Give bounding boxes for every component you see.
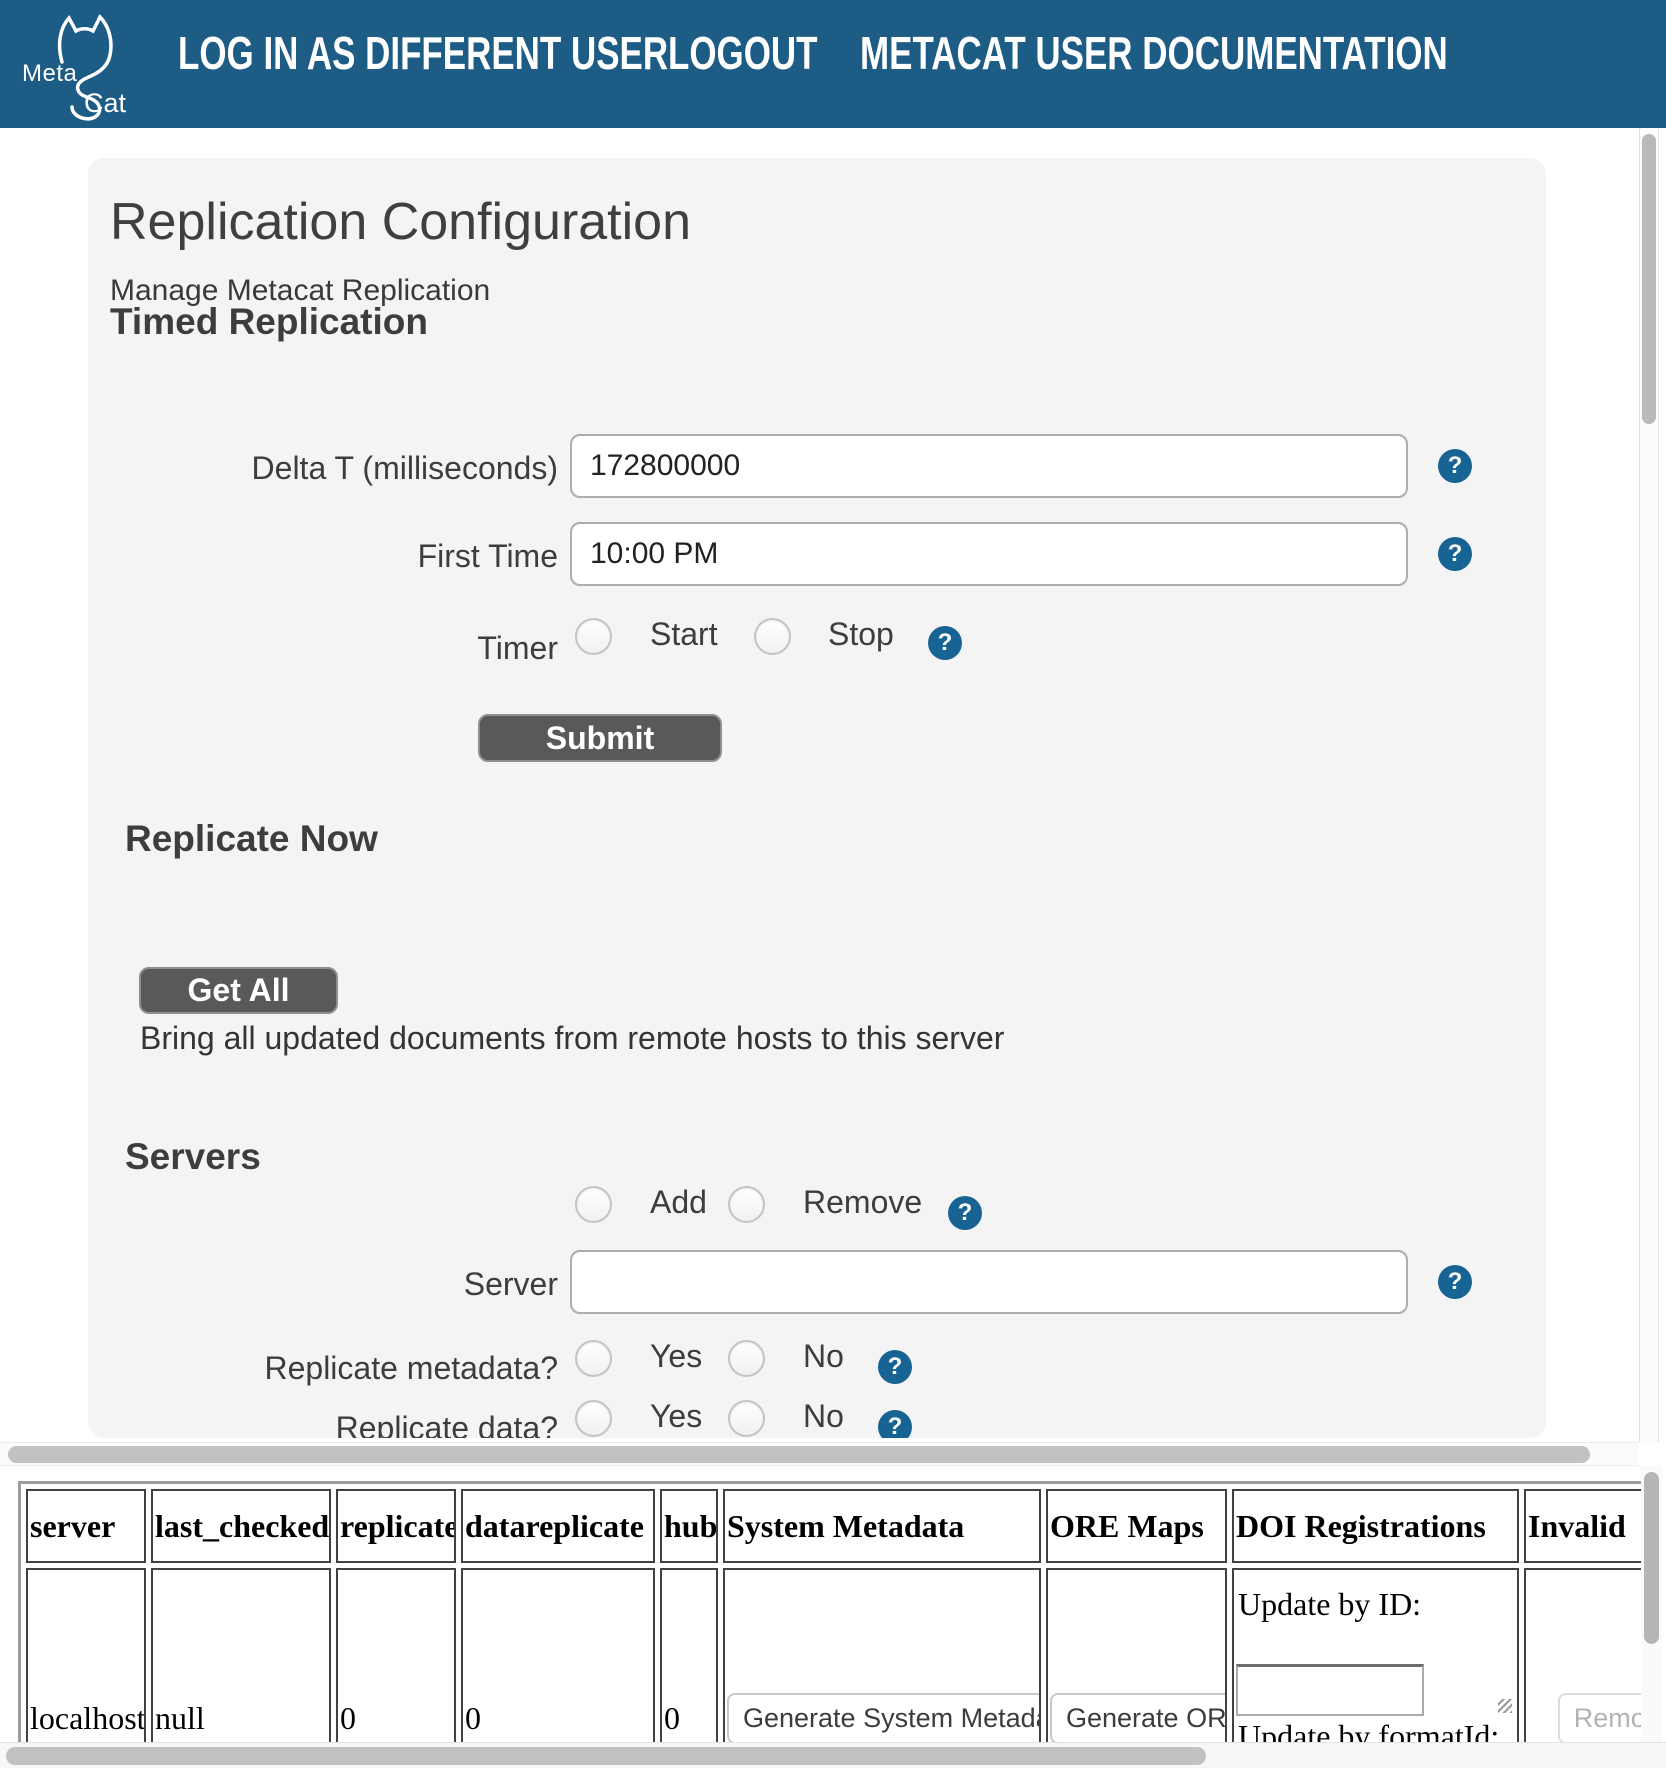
get-all-description: Bring all updated documents from remote …	[140, 1020, 1005, 1056]
table-row: localhost null 0 0 0 Generate System Met…	[26, 1568, 1641, 1742]
server-remove-radio[interactable]	[728, 1186, 765, 1223]
resize-grip-icon	[1498, 1699, 1512, 1713]
update-by-format-id-label: Update by formatId:	[1238, 1718, 1500, 1742]
replication-configuration-card: Replication Configuration Manage Metacat…	[88, 158, 1546, 1438]
data-yes-radio[interactable]	[575, 1400, 612, 1437]
timed-replication-heading: Timed Replication	[110, 301, 428, 342]
cell-datareplicate: 0	[461, 1568, 655, 1742]
update-by-id-textarea[interactable]	[1236, 1664, 1424, 1716]
metadata-yes-radio[interactable]	[575, 1340, 612, 1377]
horizontal-scrollbar-thumb[interactable]	[8, 1446, 1590, 1463]
server-add-radio[interactable]	[575, 1186, 612, 1223]
help-icon[interactable]: ?	[878, 1410, 912, 1438]
cell-ore-maps: Generate ORE	[1046, 1568, 1227, 1742]
col-replicate: replicate	[336, 1489, 456, 1563]
metacat-logo[interactable]: Meta Cat	[16, 4, 146, 126]
nav-login-different-user[interactable]: LOG IN AS DIFFERENT USER	[178, 27, 669, 79]
server-remove-label: Remove	[803, 1184, 923, 1220]
remove-server-button[interactable]: Remove	[1557, 1692, 1641, 1742]
get-all-button[interactable]: Get All	[139, 967, 338, 1014]
timer-label: Timer	[477, 630, 558, 666]
cell-doi-registrations: Update by ID: Update by formatId:	[1232, 1568, 1519, 1742]
metadata-no-radio[interactable]	[728, 1340, 765, 1377]
help-icon[interactable]: ?	[1438, 537, 1472, 571]
data-no-label: No	[803, 1398, 844, 1434]
cell-hub: 0	[660, 1568, 718, 1742]
logo-meta-text: Meta	[22, 60, 78, 87]
help-icon[interactable]: ?	[1438, 449, 1472, 483]
first-time-label: First Time	[417, 538, 558, 574]
cell-invalid: Remove	[1524, 1568, 1641, 1742]
col-ore-maps: ORE Maps	[1046, 1489, 1227, 1563]
help-icon[interactable]: ?	[878, 1350, 912, 1384]
data-yes-label: Yes	[650, 1398, 703, 1434]
col-doi-registrations: DOI Registrations	[1232, 1489, 1519, 1563]
timer-stop-label: Stop	[828, 616, 894, 652]
page-subtitle: Manage Metacat Replication	[110, 274, 491, 307]
server-add-label: Add	[650, 1184, 707, 1220]
logo-cat-text: Cat	[84, 88, 127, 118]
replicate-data-label: Replicate data?	[335, 1410, 558, 1438]
cell-last-checked: null	[151, 1568, 331, 1742]
replicate-metadata-label: Replicate metadata?	[264, 1350, 558, 1386]
delta-t-label: Delta T (milliseconds)	[251, 450, 558, 486]
server-input[interactable]	[570, 1250, 1408, 1314]
cell-server: localhost	[26, 1568, 146, 1742]
replication-servers-table-section: server last_checked replicate datareplic…	[0, 1466, 1641, 1742]
main-horizontal-scrollbar	[0, 1442, 1639, 1466]
timer-start-label: Start	[650, 616, 718, 652]
col-last-checked: last_checked	[151, 1489, 331, 1563]
main-vertical-scrollbar	[1639, 128, 1659, 1442]
help-icon[interactable]: ?	[1438, 1265, 1472, 1299]
page-horizontal-scrollbar-thumb[interactable]	[6, 1747, 1206, 1765]
update-by-id-label: Update by ID:	[1238, 1586, 1422, 1622]
table-vertical-scrollbar-thumb[interactable]	[1644, 1472, 1659, 1644]
metadata-no-label: No	[803, 1338, 844, 1374]
help-icon[interactable]: ?	[928, 626, 962, 660]
col-invalid: Invalid	[1524, 1489, 1641, 1563]
cat-icon	[57, 14, 113, 121]
timer-stop-radio[interactable]	[754, 618, 791, 655]
help-icon[interactable]: ?	[948, 1196, 982, 1230]
col-datareplicate: datareplicate	[461, 1489, 655, 1563]
nav-logout[interactable]: LOGOUT	[668, 27, 818, 79]
replication-servers-table: server last_checked replicate datareplic…	[18, 1481, 1641, 1742]
top-navbar: Meta Cat LOG IN AS DIFFERENT USER LOGOUT…	[0, 0, 1666, 128]
server-label: Server	[463, 1266, 558, 1302]
page-horizontal-scrollbar	[0, 1742, 1666, 1768]
metadata-yes-label: Yes	[650, 1338, 703, 1374]
col-hub: hub	[660, 1489, 718, 1563]
first-time-input[interactable]	[570, 522, 1408, 586]
col-system-metadata: System Metadata	[723, 1489, 1041, 1563]
cell-replicate: 0	[336, 1568, 456, 1742]
replicate-now-heading: Replicate Now	[125, 818, 378, 859]
data-no-radio[interactable]	[728, 1400, 765, 1437]
table-header-row: server last_checked replicate datareplic…	[26, 1489, 1641, 1563]
nav-user-documentation[interactable]: METACAT USER DOCUMENTATION	[860, 27, 1448, 79]
timer-start-radio[interactable]	[575, 618, 612, 655]
generate-system-metadata-button[interactable]: Generate System Metadata	[727, 1692, 1039, 1742]
servers-heading: Servers	[125, 1136, 261, 1177]
generate-ore-button[interactable]: Generate ORE	[1050, 1692, 1225, 1742]
cell-system-metadata: Generate System Metadata	[723, 1568, 1041, 1742]
delta-t-input[interactable]	[570, 434, 1408, 498]
submit-button[interactable]: Submit	[478, 714, 722, 762]
col-server: server	[26, 1489, 146, 1563]
table-vertical-scrollbar	[1641, 1466, 1662, 1742]
vertical-scrollbar-thumb[interactable]	[1642, 134, 1656, 424]
page-title: Replication Configuration	[110, 193, 692, 251]
